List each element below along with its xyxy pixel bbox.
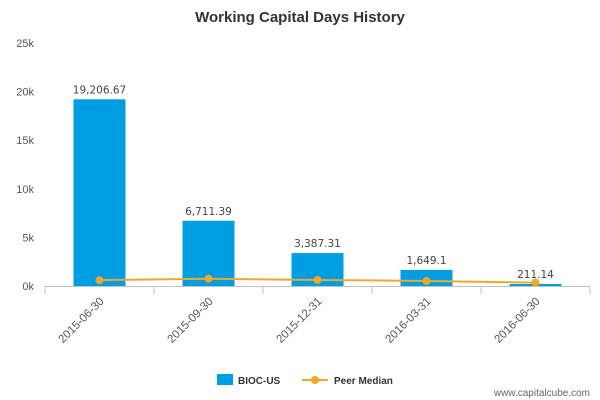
legend-label-bioc: BIOC-US	[238, 376, 281, 387]
legend-label-peer-median: Peer Median	[334, 376, 393, 387]
y-tick-label: 20k	[16, 87, 34, 99]
x-tick-label: 2015-06-30	[57, 296, 107, 346]
x-tick-label: 2015-09-30	[166, 296, 216, 346]
bar-data-label: 6,711.39	[185, 206, 232, 218]
peer-median-series	[95, 274, 540, 287]
x-tick-label: 2016-03-31	[384, 296, 434, 346]
peer-median-point	[531, 278, 540, 287]
bar-data-label: 19,206.67	[73, 84, 126, 96]
x-axis: 2015-06-30 2015-09-30 2015-12-31 2016-03-31…	[44, 286, 591, 346]
x-tick-label: 2016-06-30	[493, 296, 543, 346]
y-tick-label: 10k	[16, 184, 34, 196]
peer-median-point	[95, 276, 104, 285]
x-tick-label: 2015-12-31	[275, 296, 325, 346]
bar-data-label: 211.14	[517, 269, 554, 281]
y-tick-label: 25k	[16, 38, 34, 50]
y-tick-label: 15k	[16, 135, 34, 147]
legend-bar-swatch	[217, 374, 233, 385]
peer-median-point	[204, 274, 213, 283]
y-tick-label: 5k	[22, 232, 34, 244]
bar-series: 19,206.67 6,711.39 3,387.31 1,649.1 211.14	[73, 84, 562, 287]
y-tick-label: 0k	[22, 281, 34, 293]
peer-median-point	[313, 275, 322, 284]
source-credit: www.capitalcube.com	[493, 388, 590, 399]
legend-line-marker	[311, 376, 319, 384]
bar-data-label: 1,649.1	[406, 255, 446, 267]
y-axis: 0k 5k 10k 15k 20k 25k	[16, 38, 34, 293]
peer-median-point	[422, 276, 431, 285]
legend: BIOC-US Peer Median	[217, 374, 393, 387]
bar	[73, 99, 126, 287]
chart-title: Working Capital Days History	[195, 9, 405, 26]
bar-data-label: 3,387.31	[294, 238, 341, 250]
